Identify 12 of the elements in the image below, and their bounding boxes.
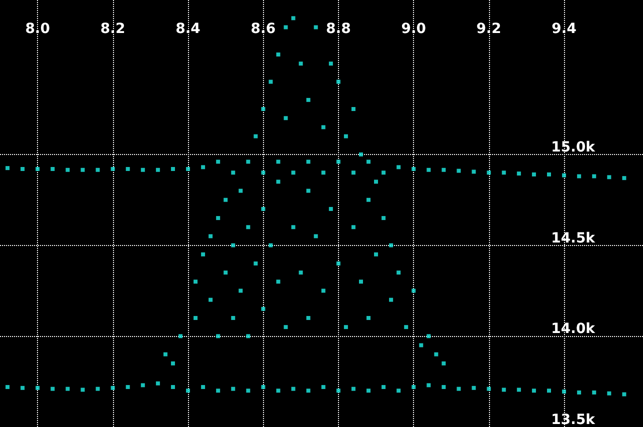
y-tick-label: 14.5k [551, 230, 596, 246]
x-tick-label: 8.4 [176, 21, 201, 37]
x-tick-label: 8.2 [100, 21, 126, 37]
y-tick-label: 15.0k [551, 139, 596, 156]
x-tick-label: 9.2 [476, 21, 502, 37]
x-tick-label: 9.0 [401, 21, 426, 37]
x-tick-label: 8.0 [25, 21, 50, 37]
x-tick-label: 8.8 [326, 21, 351, 37]
x-tick-label: 8.6 [250, 21, 276, 37]
y-tick-label: 14.0k [551, 321, 596, 338]
x-tick-label: 9.4 [552, 21, 577, 37]
y-tick-label: 13.5k [551, 412, 596, 427]
